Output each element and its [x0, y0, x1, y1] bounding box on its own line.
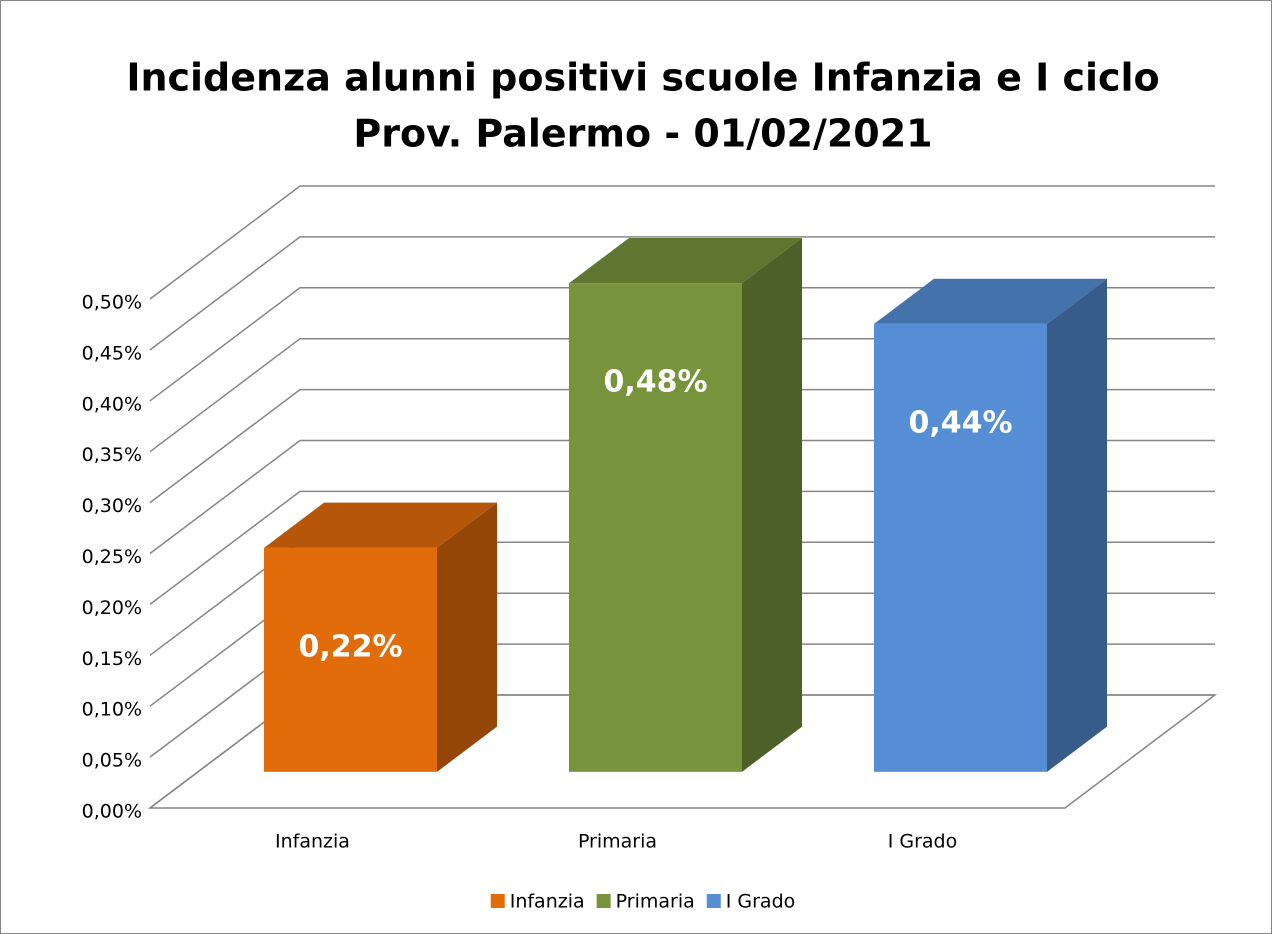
- y-tick-label: 0,35%: [82, 444, 142, 466]
- y-tick-label: 0,50%: [82, 292, 142, 314]
- data-label: 0,22%: [298, 629, 402, 664]
- y-tick-label: 0,45%: [82, 342, 142, 364]
- x-tick-label: Primaria: [578, 831, 657, 853]
- legend-label: Primaria: [616, 891, 695, 913]
- bar-top: [264, 502, 497, 548]
- grid-line: [149, 287, 1215, 402]
- chart-title: Incidenza alunni positivi scuole Infanzi…: [126, 56, 1159, 100]
- bar-side: [742, 238, 802, 772]
- y-tick-label: 0,40%: [82, 393, 142, 415]
- legend-swatch: [706, 894, 721, 908]
- bar: [874, 323, 1047, 772]
- bar-top: [874, 278, 1107, 324]
- bar-top: [569, 238, 802, 284]
- legend-label: I Grado: [726, 891, 796, 913]
- bar: [569, 283, 742, 772]
- grid-line: [149, 185, 1215, 300]
- bar-side: [437, 502, 497, 772]
- y-tick-label: 0,10%: [82, 699, 142, 721]
- y-tick-label: 0,30%: [82, 495, 142, 517]
- y-tick-label: 0,15%: [82, 648, 142, 670]
- legend-swatch: [490, 894, 505, 908]
- y-tick-label: 0,25%: [82, 546, 142, 568]
- data-label: 0,44%: [908, 405, 1012, 440]
- grid-line: [149, 236, 1215, 351]
- legend-label: Infanzia: [510, 891, 585, 913]
- y-tick-label: 0,05%: [82, 750, 142, 772]
- x-tick-label: Infanzia: [275, 831, 350, 853]
- legend-swatch: [596, 894, 611, 908]
- bar-side: [1047, 278, 1107, 772]
- x-tick-label: I Grado: [888, 831, 958, 853]
- data-label: 0,48%: [603, 365, 707, 400]
- chart-subtitle: Prov. Palermo - 01/02/2021: [353, 112, 932, 156]
- y-tick-label: 0,00%: [82, 801, 142, 823]
- legend: Infanzia Primaria I Grado: [490, 891, 796, 913]
- y-tick-label: 0,20%: [82, 597, 142, 619]
- bar: [264, 547, 437, 772]
